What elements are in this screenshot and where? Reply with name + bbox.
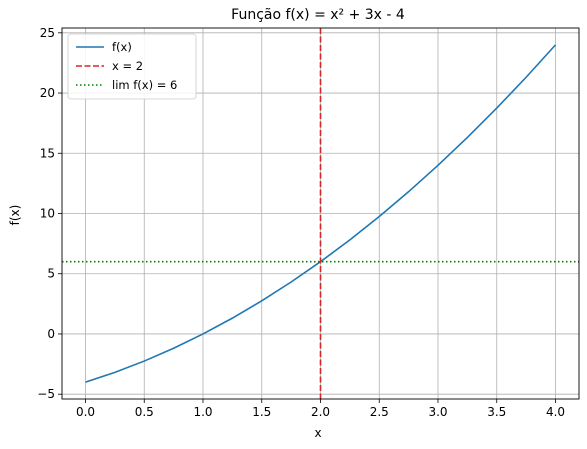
chart-title: Função f(x) = x² + 3x - 4 — [231, 7, 405, 23]
legend: f(x) x = 2 lim f(x) = 6 — [68, 34, 196, 99]
y-tick-label: 0 — [47, 327, 55, 341]
y-tick-label: −5 — [37, 387, 55, 401]
legend-label: f(x) — [112, 40, 132, 54]
y-axis-label: f(x) — [8, 205, 22, 226]
x-tick-label: 0.5 — [135, 405, 154, 419]
x-tick-label: 1.0 — [193, 405, 212, 419]
y-tick-label: 20 — [40, 86, 55, 100]
x-axis-ticks: 0.0 0.5 1.0 1.5 2.0 2.5 3.0 3.5 4.0 — [76, 399, 565, 419]
y-tick-label: 5 — [47, 267, 55, 281]
x-tick-label: 0.0 — [76, 405, 95, 419]
x-axis-label: x — [314, 426, 321, 440]
y-tick-label: 25 — [40, 26, 55, 40]
legend-label: lim f(x) = 6 — [112, 78, 177, 92]
legend-label: x = 2 — [112, 59, 143, 73]
x-tick-label: 2.0 — [311, 405, 330, 419]
y-tick-label: 15 — [40, 146, 55, 160]
x-tick-label: 4.0 — [546, 405, 565, 419]
x-tick-label: 2.5 — [370, 405, 389, 419]
x-tick-label: 3.0 — [428, 405, 447, 419]
x-tick-label: 1.5 — [252, 405, 271, 419]
y-axis-ticks: −5 0 5 10 15 20 25 — [37, 26, 62, 401]
y-tick-label: 10 — [40, 207, 55, 221]
x-tick-label: 3.5 — [487, 405, 506, 419]
